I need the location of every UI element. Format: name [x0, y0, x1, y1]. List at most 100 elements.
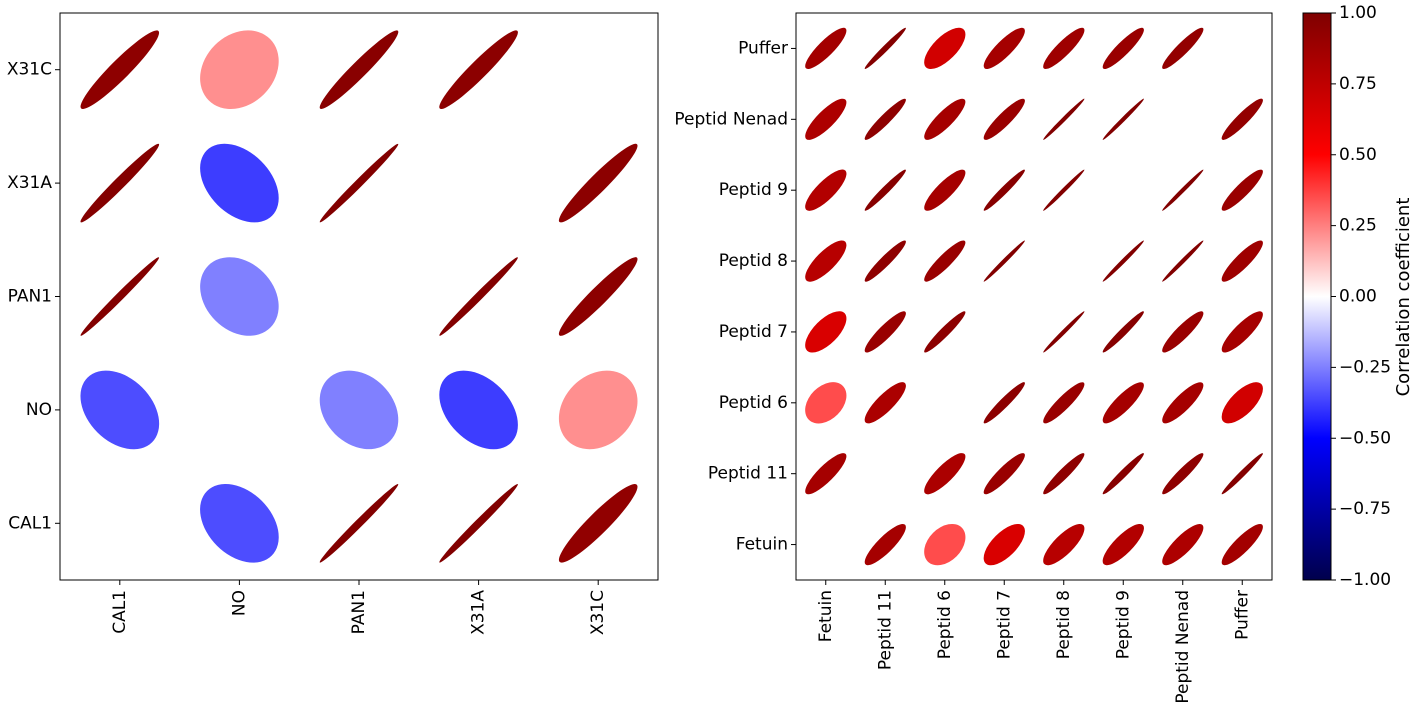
correlation-ellipse [1162, 382, 1204, 424]
correlation-ellipse [864, 169, 906, 211]
correlation-ellipse [864, 98, 906, 140]
correlation-ellipse [805, 98, 847, 140]
correlation-ellipse [983, 98, 1025, 140]
y-tick-label: Fetuin [736, 535, 788, 555]
correlation-ellipse [1102, 311, 1144, 353]
x-tick-label: Peptid Nenad [1173, 590, 1193, 704]
x-tick-label: X31C [588, 590, 608, 635]
correlation-ellipse [200, 483, 279, 563]
correlation-ellipse [1102, 98, 1144, 140]
correlation-ellipse [924, 27, 966, 70]
colorbar-tick-label: −0.50 [1339, 428, 1391, 448]
y-tick-label: PAN1 [8, 287, 52, 307]
correlation-ellipse [558, 143, 638, 223]
correlation-ellipse [1102, 382, 1144, 424]
correlation-ellipse [1162, 27, 1204, 70]
x-tick-label: Fetuin [816, 590, 836, 642]
correlation-ellipse [1221, 311, 1263, 353]
correlation-ellipse [1043, 169, 1085, 211]
correlation-ellipse [805, 240, 847, 282]
y-tick-label: CAL1 [8, 513, 52, 533]
correlation-ellipse [924, 453, 966, 495]
colorbar-label: Correlation coefficient [1393, 198, 1414, 397]
correlation-ellipse [983, 523, 1025, 566]
correlation-ellipse [200, 143, 279, 223]
correlation-ellipse [864, 382, 906, 424]
correlation-ellipse [319, 30, 399, 109]
correlation-ellipse [805, 311, 847, 353]
right-correlation-panel: Fetuin Peptid 11 Peptid 6 Peptid 7 Peptid 8 P… [674, 12, 1273, 704]
correlation-ellipse [558, 257, 638, 336]
x-tick-label: Puffer [1232, 590, 1252, 640]
y-tick-label: Peptid Nenad [674, 109, 788, 129]
correlation-ellipse [864, 524, 906, 566]
correlation-ellipse [805, 27, 847, 70]
correlation-ellipse [200, 257, 279, 336]
correlation-ellipse [558, 483, 638, 563]
y-tick-label: X31C [7, 60, 52, 80]
y-tick-label: Peptid 11 [708, 464, 788, 484]
correlation-ellipse [80, 370, 160, 450]
left-y-ticks: CAL1 NO PAN1 X31A X31C [7, 60, 60, 533]
correlation-ellipse [1162, 524, 1204, 566]
correlation-ellipse [1043, 453, 1085, 495]
correlation-ellipse [439, 484, 518, 563]
correlation-ellipse [1162, 453, 1204, 495]
correlation-ellipse [1221, 382, 1263, 424]
colorbar-tick-label: −0.75 [1339, 499, 1391, 519]
correlation-ellipse [864, 311, 906, 353]
right-y-ticks: Fetuin Peptid 11 Peptid 6 Peptid 7 Peptid 8 P… [674, 38, 796, 555]
correlation-ellipse [983, 240, 1025, 282]
correlation-ellipse [1221, 98, 1263, 140]
x-tick-label: Peptid 8 [1054, 590, 1074, 659]
correlation-ellipse [924, 169, 966, 211]
correlation-ellipse [1162, 240, 1204, 282]
x-tick-label: PAN1 [349, 590, 369, 634]
y-tick-label: X31A [7, 173, 52, 193]
y-tick-label: Peptid 7 [719, 322, 788, 342]
correlation-ellipse [439, 257, 518, 336]
correlation-ellipse [1043, 311, 1085, 353]
correlation-ellipse [439, 30, 518, 110]
colorbar: −1.00 −0.75 −0.50 −0.25 0.00 0.25 0.50 0.75 1.00… [1302, 3, 1414, 590]
left-plot-frame [59, 12, 659, 581]
correlation-ellipse [1221, 240, 1263, 282]
correlation-ellipse [1043, 98, 1085, 140]
correlation-ellipse [983, 27, 1025, 69]
correlation-ellipse [1162, 311, 1204, 353]
right-x-ticks: Fetuin Peptid 11 Peptid 6 Peptid 7 Peptid 8 P… [816, 580, 1252, 704]
left-x-ticks: CAL1 NO PAN1 X31A X31C [110, 580, 608, 635]
correlation-ellipse [864, 240, 906, 282]
correlation-ellipse [319, 143, 399, 223]
correlation-ellipse [983, 382, 1025, 424]
left-ellipse-marks [80, 30, 638, 563]
left-correlation-panel: CAL1 NO PAN1 X31A X31C CAL1 NO PAN1 X31A X31C [7, 12, 659, 635]
correlation-ellipse [1043, 523, 1085, 566]
correlation-ellipse [805, 169, 847, 211]
correlation-ellipse [864, 27, 906, 70]
colorbar-ticks: −1.00 −0.75 −0.50 −0.25 0.00 0.25 0.50 0.75 1.00 [1331, 3, 1391, 590]
x-tick-label: CAL1 [110, 590, 130, 634]
correlation-ellipse [805, 453, 847, 495]
correlation-ellipse [80, 30, 160, 109]
right-ellipse-marks [805, 27, 1263, 566]
correlation-ellipse [1102, 523, 1144, 566]
colorbar-tick-label: 0.00 [1339, 287, 1377, 307]
y-tick-label: Peptid 6 [719, 393, 788, 413]
y-tick-label: NO [26, 400, 52, 420]
correlation-ellipse [1162, 169, 1204, 211]
correlation-ellipse [558, 370, 638, 450]
correlation-ellipse [1043, 382, 1085, 424]
x-tick-label: Peptid 6 [935, 590, 955, 659]
correlation-ellipse [924, 311, 966, 353]
correlation-ellipse [1102, 453, 1144, 495]
correlation-ellipse [983, 169, 1025, 211]
correlation-ellipse [924, 240, 966, 282]
right-plot-frame [795, 12, 1273, 581]
colorbar-tick-label: −1.00 [1339, 570, 1391, 590]
correlation-ellipse [924, 523, 966, 566]
y-tick-label: Peptid 9 [719, 180, 788, 200]
correlation-ellipse [983, 453, 1025, 495]
colorbar-tick-label: 1.00 [1339, 3, 1377, 23]
